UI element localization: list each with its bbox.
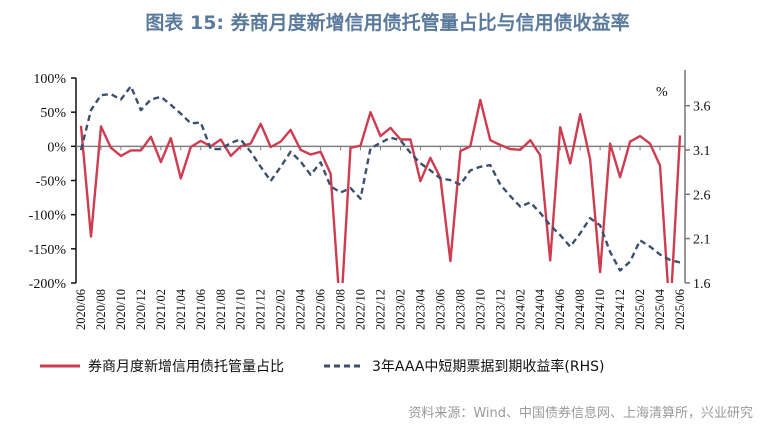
x-tick-label: 2021/10: [234, 289, 248, 330]
legend-label: 券商月度新增信用债托管量占比: [88, 359, 284, 375]
series-line-broker-share: [79, 98, 682, 283]
x-tick-label: 2023/12: [493, 289, 507, 330]
left-tick-label: 100%: [33, 72, 66, 87]
x-tick-label: 2022/10: [354, 289, 368, 330]
right-tick-label: 3.6: [693, 100, 711, 115]
right-tick-label: 3.1: [693, 144, 711, 159]
x-tick-label: 2021/06: [194, 289, 208, 330]
x-tick-label: 2022/08: [334, 289, 348, 330]
right-tick-label: 2.1: [693, 233, 711, 248]
legend: 券商月度新增信用债托管量占比 3年AAA中短期票据到期收益率(RHS): [40, 356, 604, 376]
left-tick-label: 0%: [47, 140, 66, 155]
x-tick-label: 2023/04: [413, 288, 427, 330]
x-tick-label: 2025/06: [673, 289, 687, 330]
x-tick-label: 2022/02: [274, 289, 288, 330]
legend-swatch-dashed: [324, 364, 364, 368]
x-tick-label: 2024/12: [613, 289, 627, 330]
x-tick-label: 2021/08: [214, 289, 228, 330]
x-tick-label: 2024/02: [513, 289, 527, 330]
left-tick-label: -150%: [29, 243, 67, 258]
legend-item-blue: 3年AAA中短期票据到期收益率(RHS): [324, 356, 604, 376]
left-tick-label: -50%: [36, 175, 67, 190]
legend-swatch-solid: [40, 364, 80, 368]
source-note: 资料来源：Wind、中国债券信息网、上海清算所，兴业研究: [408, 406, 753, 421]
x-tick-label: 2020/06: [74, 289, 88, 330]
x-tick-label: 2021/02: [154, 289, 168, 330]
x-tick-label: 2024/10: [593, 289, 607, 330]
x-tick-label: 2022/12: [374, 289, 388, 330]
x-tick-label: 2023/10: [473, 289, 487, 330]
x-tick-label: 2023/02: [393, 289, 407, 330]
right-tick-label: 2.6: [693, 188, 711, 203]
x-tick-label: 2020/08: [94, 289, 108, 330]
x-tick-label: 2025/02: [633, 289, 647, 330]
x-tick-label: 2024/06: [553, 289, 567, 330]
left-tick-label: 50%: [40, 106, 66, 121]
series-line-aaa-yield: [79, 84, 681, 272]
x-tick-label: 2022/04: [294, 288, 308, 330]
chart-title: 图表 15: 券商月度新增信用债托管量占比与信用债收益率: [145, 12, 630, 34]
left-tick-label: -200%: [29, 277, 67, 292]
x-tick-label: 2021/04: [174, 288, 188, 330]
x-tick-label: 2024/08: [573, 289, 587, 330]
x-tick-label: 2020/12: [134, 289, 148, 330]
x-tick-label: 2022/06: [314, 289, 328, 330]
x-tick-label: 2020/10: [114, 289, 128, 330]
right-tick-label: 1.6: [693, 277, 711, 292]
x-tick-label: 2023/08: [453, 289, 467, 330]
right-axis-unit: %: [656, 85, 668, 100]
x-tick-label: 2024/04: [533, 288, 547, 330]
legend-item-red: 券商月度新增信用债托管量占比: [40, 356, 284, 376]
legend-label: 3年AAA中短期票据到期收益率(RHS): [372, 359, 605, 375]
x-tick-label: 2025/04: [653, 288, 667, 330]
x-tick-label: 2021/12: [254, 289, 268, 330]
left-tick-label: -100%: [29, 209, 67, 224]
x-tick-label: 2023/06: [433, 289, 447, 330]
